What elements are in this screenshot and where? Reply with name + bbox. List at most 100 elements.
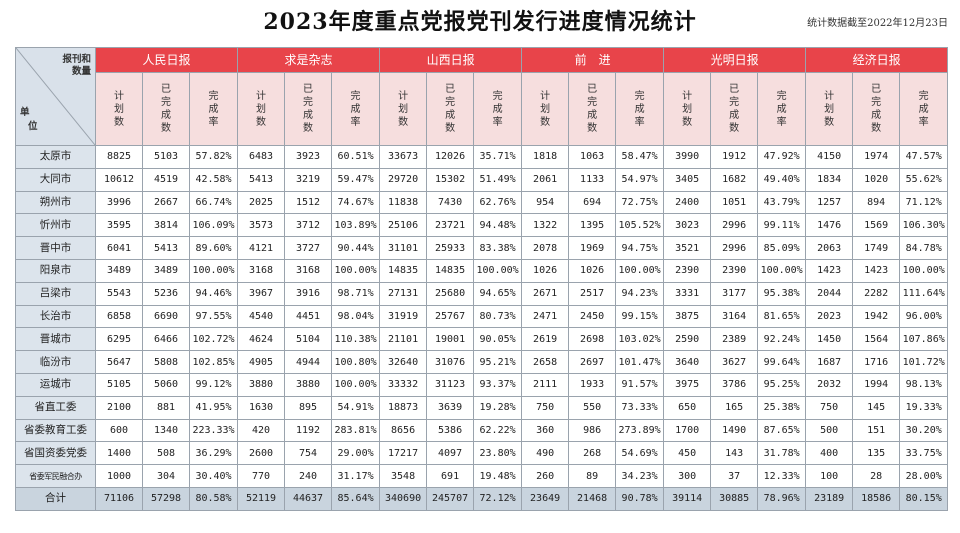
value-cell: 1026	[521, 258, 570, 283]
value-cell: 44637	[284, 486, 333, 511]
value-cell: 165	[710, 395, 759, 420]
value-cell: 2517	[568, 281, 617, 306]
value-cell: 304	[142, 464, 190, 488]
value-cell: 41.95%	[188, 395, 239, 420]
value-cell: 1322	[521, 213, 570, 238]
sub-header: 已完成数	[142, 72, 190, 146]
pub-header: 光明日报	[663, 47, 807, 73]
value-cell: 29720	[379, 167, 428, 192]
value-cell: 89.60%	[188, 236, 239, 260]
value-cell: 52119	[237, 486, 286, 511]
value-cell: 1257	[805, 190, 854, 215]
value-cell: 29.00%	[331, 441, 381, 466]
value-cell: 143	[710, 441, 759, 466]
value-cell: 90.05%	[473, 327, 523, 352]
value-cell: 6466	[142, 327, 190, 352]
value-cell: 94.46%	[188, 281, 239, 306]
value-cell: 1994	[852, 372, 901, 397]
value-cell: 80.73%	[473, 304, 523, 329]
value-cell: 71106	[95, 486, 143, 511]
value-cell: 1687	[805, 350, 854, 374]
value-cell: 4121	[237, 236, 286, 260]
sub-header: 已完成数	[568, 72, 617, 146]
value-cell: 102.72%	[188, 327, 239, 352]
page-title: 2023年度重点党报党刊发行进度情况统计	[263, 9, 697, 35]
corner-top-label: 报刊和 数量	[62, 54, 91, 77]
value-cell: 1933	[568, 372, 617, 397]
value-cell: 99.15%	[615, 304, 665, 329]
value-cell: 283.81%	[331, 418, 381, 443]
value-cell: 3996	[95, 190, 143, 215]
value-cell: 3916	[284, 281, 333, 306]
value-cell: 97.55%	[188, 304, 239, 329]
value-cell: 4451	[284, 304, 333, 329]
value-cell: 4150	[805, 145, 854, 169]
value-cell: 105.52%	[615, 213, 665, 238]
value-cell: 2111	[521, 372, 570, 397]
value-cell: 2061	[521, 167, 570, 192]
value-cell: 21468	[568, 486, 617, 511]
value-cell: 87.65%	[757, 418, 807, 443]
pub-header: 前 进	[521, 47, 665, 73]
value-cell: 508	[142, 441, 190, 466]
value-cell: 260	[521, 464, 570, 488]
table-row: 省委军民融合办 1000 304 30.40% 770 240 31.17% 3548 691 1…	[15, 464, 949, 488]
value-cell: 23649	[521, 486, 570, 511]
value-cell: 490	[521, 441, 570, 466]
value-cell: 31.17%	[331, 464, 381, 488]
value-cell: 37	[710, 464, 759, 488]
value-cell: 1564	[852, 327, 901, 352]
value-cell: 1063	[568, 145, 617, 169]
value-cell: 57298	[142, 486, 190, 511]
unit-name: 大同市	[15, 167, 96, 192]
value-cell: 3177	[710, 281, 759, 306]
value-cell: 1192	[284, 418, 333, 443]
unit-name: 省直工委	[15, 395, 96, 420]
value-cell: 3727	[284, 236, 333, 260]
value-cell: 31101	[379, 236, 428, 260]
unit-name: 长治市	[15, 304, 96, 329]
value-cell: 3880	[284, 372, 333, 397]
value-cell: 54.69%	[615, 441, 665, 466]
value-cell: 1450	[805, 327, 854, 352]
value-cell: 33673	[379, 145, 428, 169]
unit-name: 吕梁市	[15, 281, 96, 306]
value-cell: 3489	[142, 258, 190, 283]
value-cell: 19.28%	[473, 395, 523, 420]
unit-name: 临汾市	[15, 350, 96, 374]
value-cell: 1340	[142, 418, 190, 443]
value-cell: 90.78%	[615, 486, 665, 511]
value-cell: 1974	[852, 145, 901, 169]
value-cell: 98.04%	[331, 304, 381, 329]
value-cell: 36.29%	[188, 441, 239, 466]
value-cell: 2390	[710, 258, 759, 283]
value-cell: 3521	[663, 236, 712, 260]
value-cell: 85.64%	[331, 486, 381, 511]
value-cell: 54.97%	[615, 167, 665, 192]
value-cell: 1051	[710, 190, 759, 215]
value-cell: 2590	[663, 327, 712, 352]
value-cell: 10612	[95, 167, 143, 192]
value-cell: 3489	[95, 258, 143, 283]
value-cell: 28.00%	[899, 464, 949, 488]
value-cell: 95.25%	[757, 372, 807, 397]
value-cell: 30.20%	[899, 418, 949, 443]
value-cell: 84.78%	[899, 236, 949, 260]
value-cell: 100.00%	[757, 258, 807, 283]
value-cell: 99.12%	[188, 372, 239, 397]
value-cell: 4097	[426, 441, 475, 466]
value-cell: 1512	[284, 190, 333, 215]
value-cell: 3023	[663, 213, 712, 238]
value-cell: 72.12%	[473, 486, 523, 511]
unit-name: 运城市	[15, 372, 96, 397]
value-cell: 39114	[663, 486, 712, 511]
value-cell: 34.23%	[615, 464, 665, 488]
table-row: 省委教育工委 600 1340 223.33% 420 1192 283.81% 8656 53…	[15, 418, 949, 443]
value-cell: 27131	[379, 281, 428, 306]
value-cell: 83.38%	[473, 236, 523, 260]
value-cell: 750	[805, 395, 854, 420]
value-cell: 100.80%	[331, 350, 381, 374]
value-cell: 33.75%	[899, 441, 949, 466]
value-cell: 6690	[142, 304, 190, 329]
value-cell: 107.86%	[899, 327, 949, 352]
